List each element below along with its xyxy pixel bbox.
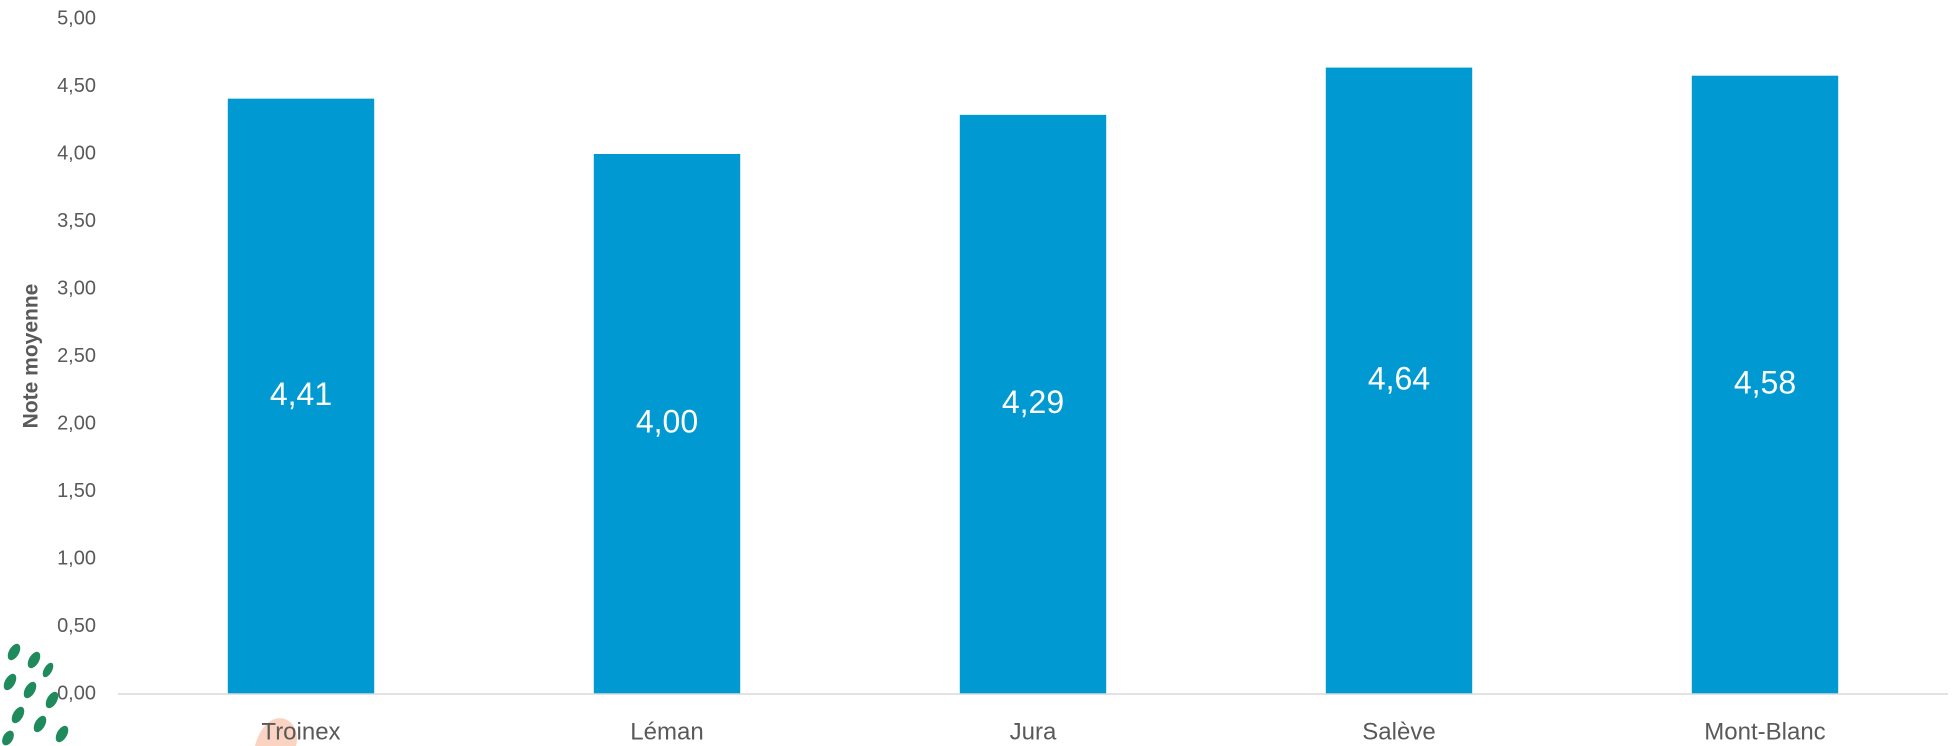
x-tick-label: Jura [1010,718,1057,745]
y-tick-label: 2,50 [57,345,96,367]
y-tick-label: 4,50 [57,75,96,97]
bar [593,154,741,694]
bar [227,98,375,694]
y-tick-label: 0,50 [57,615,96,637]
bar [959,114,1107,695]
y-tick-label: 1,50 [57,480,96,502]
y-tick-label: 0,00 [57,682,96,704]
decoration [2,643,69,746]
value-label: 4,29 [1002,384,1064,420]
bar [1691,75,1839,694]
value-label: 4,58 [1734,364,1796,400]
y-tick-label: 3,50 [57,210,96,232]
y-axis-title: Note moyenne [20,284,43,429]
value-label: 4,41 [270,376,332,412]
x-tick-label: Salève [1362,718,1435,745]
y-tick-label: 4,00 [57,142,96,164]
y-tick-label: 2,00 [57,412,96,434]
x-tick-label: Troinex [261,718,340,745]
x-tick-label: Léman [630,718,703,745]
decoration [255,718,297,746]
bar [1325,67,1473,695]
x-tick-label: Mont-Blanc [1704,718,1825,745]
value-label: 4,64 [1368,360,1430,396]
y-tick-label: 3,00 [57,277,96,299]
value-label: 4,00 [636,403,698,439]
y-tick-label: 1,00 [57,547,96,569]
y-tick-label: 5,00 [57,7,96,29]
